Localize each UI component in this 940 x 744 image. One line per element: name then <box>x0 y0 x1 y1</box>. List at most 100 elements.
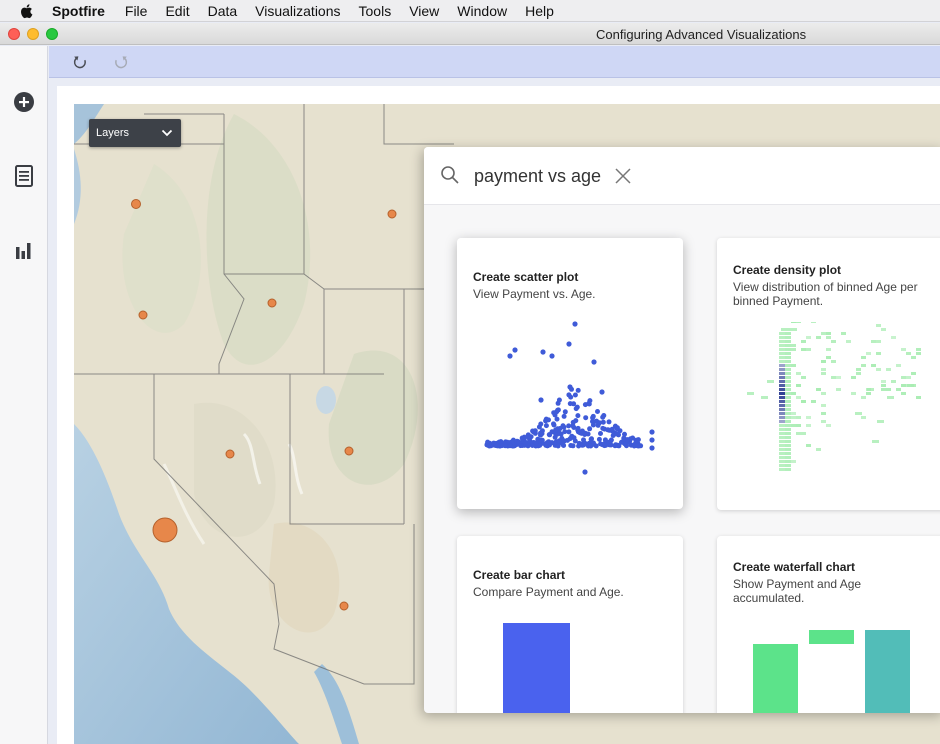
menu-data[interactable]: Data <box>207 2 238 19</box>
density-cell <box>779 412 785 415</box>
density-cell <box>791 412 796 415</box>
map-marker[interactable] <box>152 517 178 543</box>
apple-logo-icon[interactable] <box>18 2 36 20</box>
undo-button[interactable] <box>70 52 90 72</box>
density-cell <box>785 404 791 407</box>
map-marker[interactable] <box>339 601 349 611</box>
bar-preview <box>503 623 570 713</box>
density-cell <box>811 400 816 403</box>
density-cell <box>791 424 796 427</box>
waterfall-bar-3 <box>865 630 910 713</box>
scatter-point <box>538 421 544 427</box>
density-plot-card[interactable]: Create density plot View distribution of… <box>717 238 940 510</box>
density-cell <box>785 348 791 351</box>
scatter-point <box>562 429 568 435</box>
menu-file[interactable]: File <box>124 2 148 19</box>
zoom-window-button[interactable] <box>46 28 58 40</box>
scatter-point <box>539 431 545 437</box>
density-cell <box>767 380 774 383</box>
menu-edit[interactable]: Edit <box>165 2 190 19</box>
close-window-button[interactable] <box>8 28 20 40</box>
layers-dropdown[interactable]: Layers <box>89 119 181 147</box>
density-cell <box>876 352 881 355</box>
density-cell <box>785 444 791 447</box>
scatter-point <box>589 436 594 442</box>
scatter-point <box>566 341 572 347</box>
scatter-point <box>605 427 611 433</box>
menu-help[interactable]: Help <box>525 2 554 19</box>
density-cell <box>821 360 826 363</box>
card-title: Create scatter plot <box>473 270 579 284</box>
search-icon <box>441 166 459 184</box>
density-cell <box>785 436 791 439</box>
scatter-point <box>649 429 655 435</box>
menu-view[interactable]: View <box>409 2 440 19</box>
density-cell <box>785 332 791 335</box>
card-title: Create density plot <box>733 263 842 277</box>
density-cell <box>785 416 791 419</box>
scatter-point <box>525 443 531 449</box>
bar-preview-bar <box>503 623 570 713</box>
density-cell <box>785 392 791 395</box>
map-marker[interactable] <box>138 310 148 320</box>
map-marker[interactable] <box>225 449 235 459</box>
density-cell <box>779 360 785 363</box>
density-cell <box>811 322 816 323</box>
density-cell <box>886 388 891 391</box>
density-cell <box>801 400 806 403</box>
scatter-point <box>527 439 533 445</box>
density-cell <box>816 448 821 451</box>
map-marker[interactable] <box>344 446 354 456</box>
menu-app-name[interactable]: Spotfire <box>52 2 105 19</box>
scatter-point <box>502 443 508 449</box>
map-marker[interactable] <box>267 298 277 308</box>
search-input[interactable] <box>474 162 674 190</box>
bar-chart-card[interactable]: Create bar chart Compare Payment and Age… <box>457 536 683 713</box>
density-cell <box>779 340 785 343</box>
density-cell <box>821 392 826 395</box>
scatter-point <box>540 349 546 355</box>
data-table-button[interactable] <box>12 164 36 188</box>
redo-button[interactable] <box>111 52 131 72</box>
density-cell <box>785 424 791 427</box>
add-button[interactable] <box>12 90 36 114</box>
density-cell <box>796 416 801 419</box>
menu-window[interactable]: Window <box>457 2 508 19</box>
waterfall-chart-card[interactable]: Create waterfall chart Show Payment and … <box>717 536 940 713</box>
scatter-point <box>529 443 535 448</box>
density-cell <box>785 356 791 359</box>
density-cell <box>906 352 911 355</box>
density-cell <box>796 424 801 427</box>
density-cell <box>779 396 785 399</box>
density-cell <box>785 344 791 347</box>
scatter-point <box>553 427 559 433</box>
density-cell <box>826 332 831 335</box>
density-cell <box>861 356 866 359</box>
density-cell <box>779 344 785 347</box>
close-icon[interactable] <box>614 167 632 185</box>
scatter-point <box>532 428 538 434</box>
density-cell <box>785 400 791 403</box>
map-marker[interactable] <box>387 209 397 219</box>
scatter-point <box>561 424 567 430</box>
density-cell <box>779 380 785 383</box>
map-marker[interactable] <box>131 199 141 209</box>
scatter-plot-card[interactable]: Create scatter plot View Payment vs. Age… <box>457 238 683 509</box>
menu-tools[interactable]: Tools <box>358 2 392 19</box>
density-cell <box>779 388 785 391</box>
density-cell <box>916 352 921 355</box>
scatter-point <box>547 432 553 438</box>
minimize-window-button[interactable] <box>27 28 39 40</box>
waterfall-preview <box>753 630 910 713</box>
visualizations-button[interactable] <box>12 238 36 262</box>
density-cell <box>779 404 785 407</box>
density-cell <box>851 392 856 395</box>
density-cell <box>916 396 921 399</box>
density-cell <box>779 352 785 355</box>
density-cell <box>866 352 871 355</box>
density-cell <box>779 416 785 419</box>
scatter-point <box>538 397 544 403</box>
density-cell <box>779 428 785 431</box>
menu-visualizations[interactable]: Visualizations <box>255 2 341 19</box>
